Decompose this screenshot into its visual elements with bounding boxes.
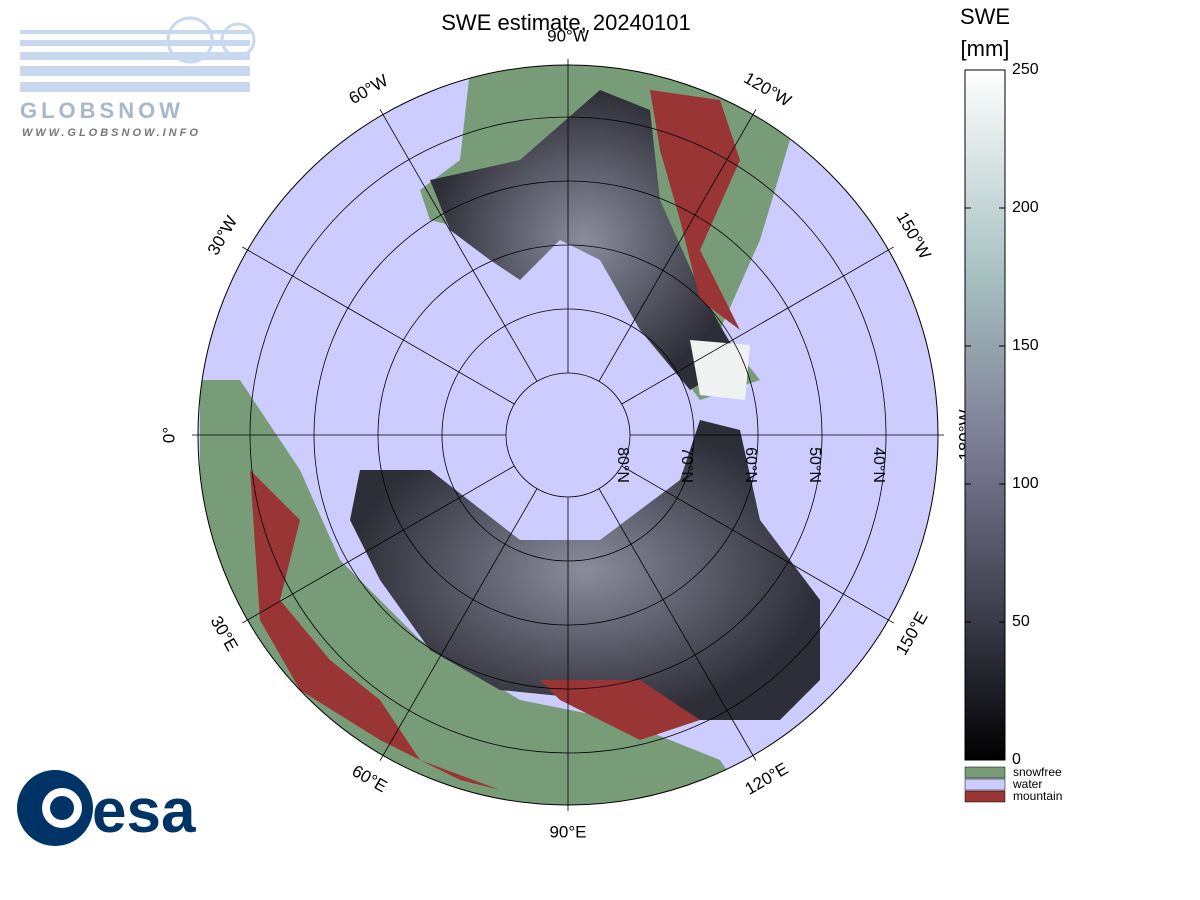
legend-swatch — [964, 778, 1006, 791]
meridian — [379, 109, 538, 382]
latitude-label: 40°N — [870, 447, 887, 483]
meridian-label: 60°W — [346, 71, 392, 108]
legend-label: water — [1012, 777, 1042, 791]
meridian-label: 150°E — [892, 609, 932, 659]
colorbar-tick-label: 50 — [1012, 613, 1030, 630]
meridian-label: 90°E — [549, 822, 586, 841]
meridian-label: 90°W — [547, 26, 589, 45]
map-title: SWE estimate, 20240101 — [441, 10, 690, 35]
logo-url: WWW.GLOBSNOW.INFO — [22, 127, 201, 139]
colorbar-tick-label: 0 — [1012, 751, 1021, 768]
globsnow-logo: GLOBSNOW WWW.GLOBSNOW.INFO — [20, 16, 256, 139]
colorbar-tick-label: 150 — [1012, 337, 1039, 354]
meridian — [242, 465, 515, 624]
meridian-label: 0° — [159, 427, 178, 443]
legend-label: snowfree — [1013, 765, 1062, 779]
colorbar — [964, 69, 1006, 761]
legend-swatch — [964, 766, 1006, 779]
meridian — [242, 246, 515, 405]
colorbar-unit: [mm] — [961, 36, 1010, 61]
latitude-label: 50°N — [806, 447, 823, 483]
latitude-circle — [505, 372, 631, 498]
meridian — [379, 488, 538, 761]
colorbar-ticks: 0 50 100 150 200 250 — [965, 61, 1039, 768]
esa-logo: esa — [17, 770, 196, 846]
esa-text: esa — [92, 777, 196, 846]
meridian-label: 120°W — [741, 68, 795, 110]
latitude-circle — [441, 308, 695, 562]
colorbar-tick-label: 100 — [1012, 475, 1039, 492]
logo-text: GLOBSNOW — [20, 98, 184, 123]
meridian-label: 30°E — [207, 613, 242, 655]
latitude-label: 80°N — [614, 447, 631, 483]
latitude-circle — [249, 116, 887, 754]
meridian — [621, 246, 894, 405]
colorbar-tick-label: 200 — [1012, 199, 1039, 216]
latitude-label: 70°N — [678, 447, 695, 483]
colorbar-tick-label: 250 — [1012, 61, 1039, 78]
meridian-label: 150°W — [893, 209, 935, 263]
latitude-label: 60°N — [742, 447, 759, 483]
legend-label: mountain — [1013, 789, 1062, 803]
meridian — [598, 109, 757, 382]
meridian-label: 120°E — [742, 759, 792, 799]
meridian — [621, 465, 894, 624]
legend-swatch — [964, 790, 1006, 803]
latitude-circle — [313, 180, 823, 690]
map — [198, 65, 938, 805]
colorbar-label: SWE — [960, 4, 1010, 29]
latitude-circle — [377, 244, 759, 626]
meridian-label: 30°W — [204, 213, 241, 259]
meridian — [598, 488, 757, 761]
meridian-label: 60°E — [349, 761, 391, 796]
